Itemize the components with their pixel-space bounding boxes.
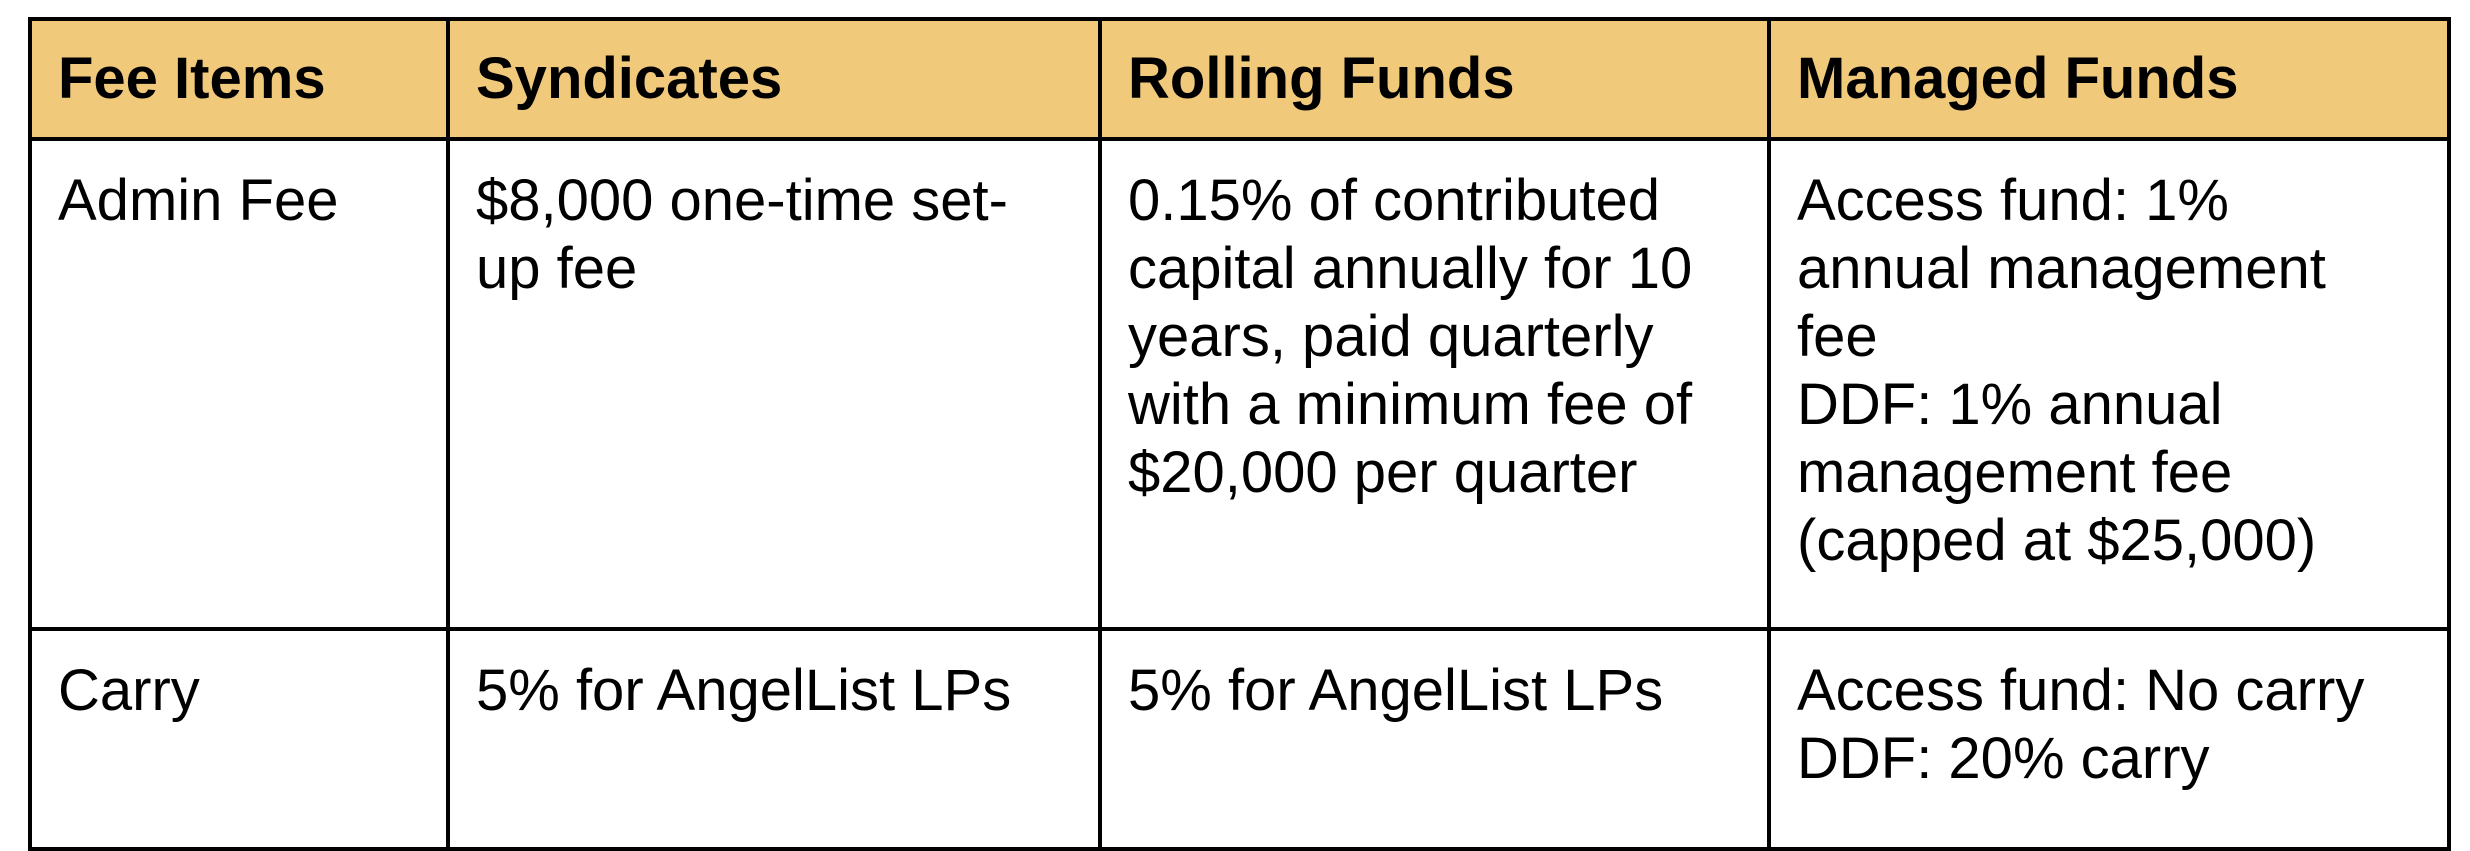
- cell-managed-funds: Access fund: 1% annual management fee DD…: [1767, 137, 2451, 631]
- cell-syndicates: 5% for AngelList LPs: [446, 627, 1102, 851]
- header-rolling-funds: Rolling Funds: [1098, 17, 1771, 141]
- fee-comparison-table: Fee Items Syndicates Rolling Funds Manag…: [28, 17, 2451, 851]
- cell-rolling-funds: 5% for AngelList LPs: [1098, 627, 1771, 851]
- header-managed-funds: Managed Funds: [1767, 17, 2451, 141]
- header-fee-items: Fee Items: [28, 17, 450, 141]
- table-body: Admin Fee $8,000 one-time set- up fee 0.…: [28, 137, 2451, 851]
- cell-managed-funds: Access fund: No carry DDF: 20% carry: [1767, 627, 2451, 851]
- header-row: Fee Items Syndicates Rolling Funds Manag…: [28, 17, 2451, 141]
- cell-rolling-funds: 0.15% of contributed capital annually fo…: [1098, 137, 1771, 631]
- header-syndicates: Syndicates: [446, 17, 1102, 141]
- table-row-carry: Carry 5% for AngelList LPs 5% for AngelL…: [28, 627, 2451, 851]
- table-row-admin-fee: Admin Fee $8,000 one-time set- up fee 0.…: [28, 137, 2451, 631]
- cell-fee-item: Admin Fee: [28, 137, 450, 631]
- table-header: Fee Items Syndicates Rolling Funds Manag…: [28, 17, 2451, 141]
- cell-syndicates: $8,000 one-time set- up fee: [446, 137, 1102, 631]
- cell-fee-item: Carry: [28, 627, 450, 851]
